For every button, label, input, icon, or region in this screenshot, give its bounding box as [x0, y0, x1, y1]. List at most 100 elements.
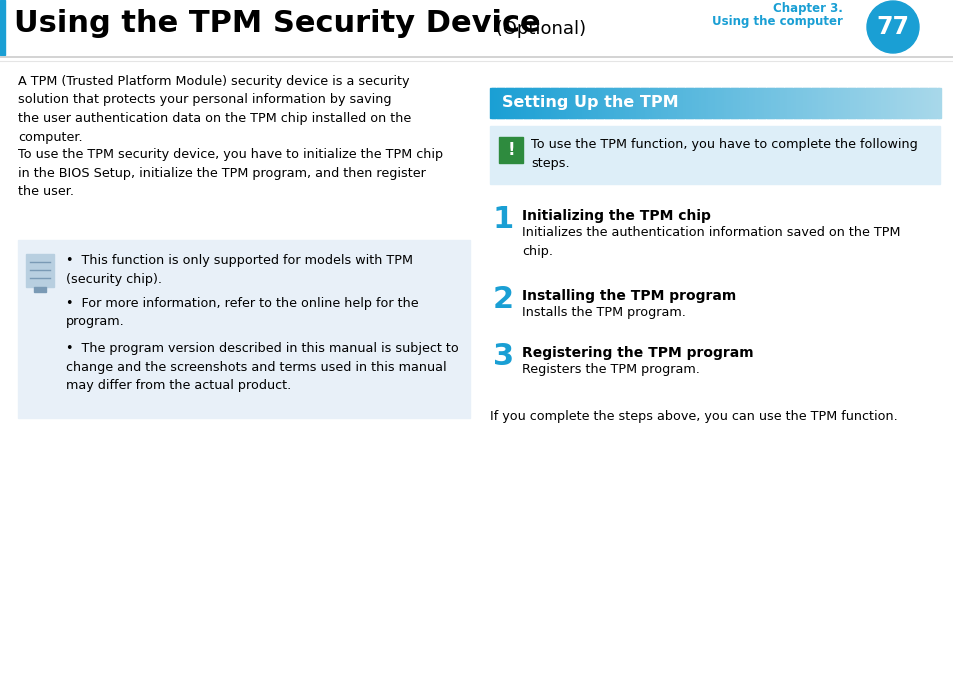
Bar [636, 88, 639, 118]
Bar [497, 88, 499, 118]
Text: (Optional): (Optional) [490, 20, 585, 38]
Bar [753, 88, 756, 118]
Bar [824, 88, 827, 118]
Bar [611, 88, 614, 118]
Bar [609, 88, 612, 118]
Bar [847, 88, 850, 118]
Text: !: ! [507, 141, 515, 159]
Text: To use the TPM function, you have to complete the following
steps.: To use the TPM function, you have to com… [531, 138, 917, 169]
Bar [507, 88, 511, 118]
Bar [932, 88, 936, 118]
Text: •  The program version described in this manual is subject to
change and the scr: • The program version described in this … [66, 342, 458, 392]
Bar [667, 88, 670, 118]
Bar [503, 88, 506, 118]
Bar [525, 88, 529, 118]
Bar [894, 88, 898, 118]
Bar [770, 88, 774, 118]
Bar [500, 88, 504, 118]
Bar [557, 88, 560, 118]
Bar [669, 88, 673, 118]
Bar [872, 88, 875, 118]
Bar [822, 88, 825, 118]
Bar [923, 88, 926, 118]
Bar [659, 88, 661, 118]
Bar [737, 88, 740, 118]
Bar [705, 88, 708, 118]
Bar [699, 88, 701, 118]
Bar [867, 88, 870, 118]
Bar [773, 88, 776, 118]
Bar [862, 88, 866, 118]
Bar [775, 88, 779, 118]
Bar [879, 88, 882, 118]
Bar [660, 88, 663, 118]
Bar [674, 88, 677, 118]
Bar [629, 88, 632, 118]
Bar [672, 88, 675, 118]
Bar [757, 88, 760, 118]
Bar [919, 88, 923, 118]
Bar [717, 88, 720, 118]
Bar [613, 88, 617, 118]
Bar [604, 88, 607, 118]
Bar [844, 88, 848, 118]
Bar [685, 88, 688, 118]
Bar [833, 88, 837, 118]
Bar [0, 0, 5, 55]
Bar [490, 88, 493, 118]
Bar [889, 88, 893, 118]
Bar [831, 88, 835, 118]
Bar [638, 88, 641, 118]
Bar [548, 88, 551, 118]
Bar [784, 88, 787, 118]
Bar [788, 88, 792, 118]
Bar [654, 88, 657, 118]
Text: Installs the TPM program.: Installs the TPM program. [521, 306, 685, 319]
Bar [676, 88, 679, 118]
Bar [735, 88, 738, 118]
Bar [555, 88, 558, 118]
Bar [912, 88, 915, 118]
Bar [856, 88, 859, 118]
Bar [899, 88, 902, 118]
Bar [687, 88, 691, 118]
Bar [682, 88, 686, 118]
Bar [517, 88, 519, 118]
Bar [739, 88, 742, 118]
Bar [829, 88, 832, 118]
Bar [619, 88, 623, 118]
Bar [854, 88, 857, 118]
Bar [851, 88, 855, 118]
Bar [760, 88, 762, 118]
Bar [707, 88, 711, 118]
Bar [640, 88, 643, 118]
Bar [679, 88, 681, 118]
Bar [874, 88, 877, 118]
Bar [568, 88, 572, 118]
Bar [498, 137, 522, 163]
Bar [750, 88, 754, 118]
Text: Using the TPM Security Device: Using the TPM Security Device [14, 9, 540, 38]
Bar [925, 88, 929, 118]
Bar [559, 88, 562, 118]
Text: Registering the TPM program: Registering the TPM program [521, 346, 753, 360]
Bar [818, 88, 821, 118]
Bar [510, 88, 513, 118]
Bar [575, 88, 578, 118]
Bar [766, 88, 769, 118]
Text: 2: 2 [493, 285, 514, 314]
Text: Installing the TPM program: Installing the TPM program [521, 289, 736, 303]
Bar [930, 88, 933, 118]
Bar [869, 88, 873, 118]
Bar [651, 88, 655, 118]
Bar [841, 88, 843, 118]
Bar [642, 88, 645, 118]
Circle shape [866, 1, 918, 53]
Bar [910, 88, 913, 118]
Bar [593, 88, 597, 118]
Bar [492, 88, 495, 118]
Bar [521, 88, 524, 118]
Bar [745, 88, 749, 118]
Bar [826, 88, 830, 118]
Bar [795, 88, 799, 118]
